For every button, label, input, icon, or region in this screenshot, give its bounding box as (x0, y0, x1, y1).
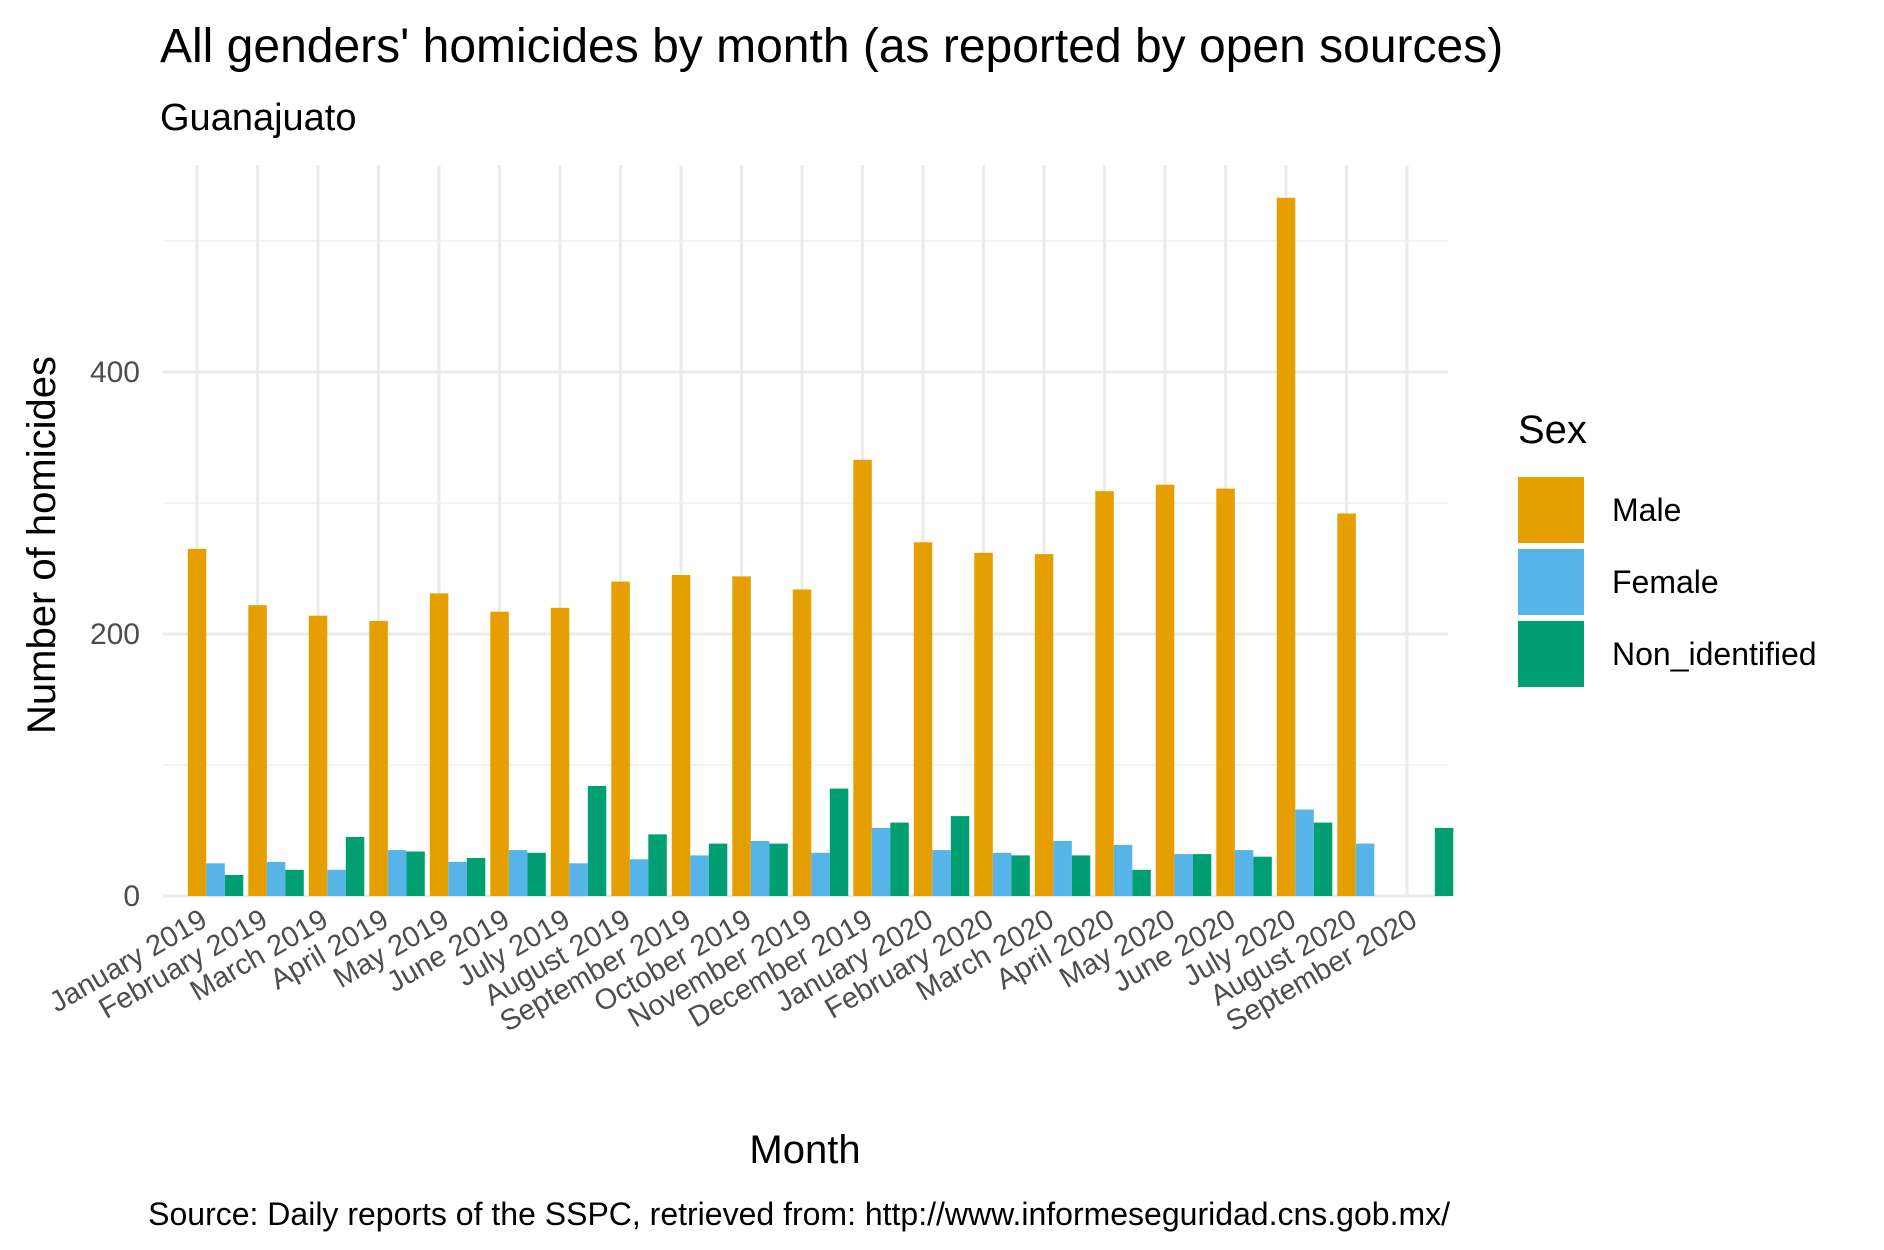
bar-female-august-2019 (629, 859, 649, 896)
bar-non_identified-april-2019 (406, 851, 425, 896)
legend-title: Sex (1518, 408, 1587, 452)
bar-male-may-2020 (1155, 484, 1175, 896)
bar-male-january-2020 (913, 542, 933, 896)
bar-non_identified-july-2019 (587, 786, 607, 896)
bar-non_identified-may-2020 (1192, 854, 1212, 896)
bar-male-april-2020 (1095, 491, 1114, 896)
chart-title: All genders' homicides by month (as repo… (160, 20, 1503, 73)
bar-male-june-2020 (1216, 488, 1235, 896)
bar-male-march-2020 (1034, 554, 1054, 896)
bar-female-september-2019 (690, 855, 709, 896)
bar-female-january-2019 (206, 863, 225, 897)
bar-non_identified-october-2019 (769, 843, 788, 896)
y-tick-label: 400 (90, 356, 140, 389)
bar-female-may-2019 (448, 861, 467, 896)
bars (187, 197, 1454, 897)
bar-non_identified-january-2020 (950, 816, 970, 896)
bar-non_identified-june-2019 (527, 852, 546, 896)
bar-male-august-2020 (1337, 513, 1356, 896)
y-tick-label: 0 (123, 880, 140, 913)
bar-female-august-2020 (1355, 843, 1375, 896)
chart-caption: Source: Daily reports of the SSPC, retri… (148, 1196, 1450, 1232)
bar-female-april-2020 (1113, 844, 1133, 896)
bar-male-february-2019 (248, 605, 267, 896)
legend: Male Female Non_identified (1518, 477, 1817, 687)
bar-non_identified-january-2019 (224, 875, 244, 896)
bar-female-february-2020 (992, 852, 1012, 896)
bar-male-june-2019 (490, 611, 509, 896)
bar-female-july-2019 (569, 863, 588, 897)
bar-female-may-2020 (1174, 854, 1193, 896)
bar-non_identified-july-2020 (1313, 822, 1333, 896)
bar-female-june-2020 (1234, 850, 1254, 896)
bar-non_identified-may-2019 (466, 858, 486, 896)
bar-male-july-2019 (550, 607, 570, 896)
bar-female-march-2019 (327, 869, 346, 896)
bar-male-july-2020 (1276, 197, 1296, 897)
bar-non_identified-june-2020 (1253, 856, 1272, 896)
bar-non_identified-september-2020 (1434, 827, 1454, 896)
bar-male-april-2019 (369, 620, 388, 896)
bar-male-october-2019 (732, 576, 751, 896)
bar-non_identified-february-2019 (285, 869, 304, 896)
bar-male-february-2020 (974, 552, 993, 896)
bar-non_identified-august-2019 (648, 834, 667, 896)
bar-male-november-2019 (792, 589, 812, 896)
bar-non_identified-february-2020 (1011, 855, 1030, 896)
bar-female-march-2020 (1053, 841, 1072, 896)
bar-non_identified-november-2019 (829, 788, 849, 896)
bar-non_identified-september-2019 (708, 843, 728, 896)
bar-male-january-2019 (187, 548, 207, 896)
legend-label-non_identified: Non_identified (1612, 636, 1817, 672)
legend-key-non_identified (1518, 621, 1584, 687)
bar-non_identified-march-2019 (345, 837, 365, 896)
bar-female-june-2019 (508, 850, 528, 896)
bar-female-november-2019 (811, 852, 830, 896)
bar-female-january-2020 (932, 850, 951, 896)
bar-female-july-2020 (1295, 809, 1314, 896)
bar-male-december-2019 (853, 459, 872, 896)
bar-male-march-2019 (308, 615, 328, 896)
y-tick-labels: 0 200 400 (90, 356, 140, 913)
bar-non_identified-april-2020 (1132, 869, 1151, 896)
bar-male-may-2019 (429, 593, 449, 896)
x-axis-title: Month (749, 1128, 860, 1172)
bar-non_identified-december-2019 (890, 822, 909, 896)
bar-female-april-2019 (387, 850, 407, 896)
legend-key-female (1518, 549, 1584, 615)
bar-male-august-2019 (611, 581, 630, 896)
y-axis-title: Number of homicides (20, 356, 64, 734)
y-tick-label: 200 (90, 618, 140, 651)
bar-female-december-2019 (871, 827, 891, 896)
legend-key-male (1518, 477, 1584, 543)
chart-subtitle: Guanajuato (160, 97, 357, 139)
bar-female-october-2019 (750, 841, 770, 896)
legend-label-female: Female (1612, 564, 1719, 600)
bar-non_identified-march-2020 (1071, 855, 1091, 896)
legend-label-male: Male (1612, 492, 1681, 528)
bar-male-september-2019 (671, 575, 691, 896)
bar-female-february-2019 (266, 861, 286, 896)
